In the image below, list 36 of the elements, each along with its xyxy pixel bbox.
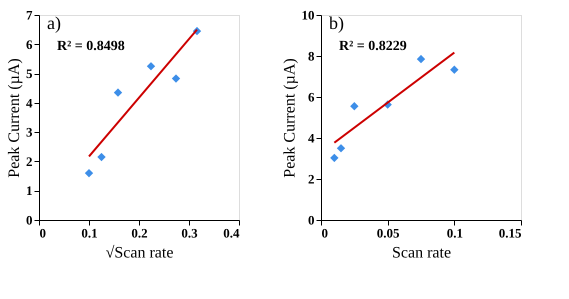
- y-tick-label: 4: [308, 130, 315, 146]
- x-tick-label: 0: [40, 226, 46, 240]
- y-tick-label: 0: [26, 212, 32, 228]
- y-tick-label: 7: [26, 8, 33, 22]
- y-tick-label: 1: [26, 183, 32, 198]
- x-axis-title: √Scan rate: [106, 244, 174, 262]
- y-tick-label: 4: [26, 95, 33, 110]
- x-tick-label: 0.05: [376, 226, 400, 240]
- point: [172, 74, 180, 83]
- x-tick-label: 0.4: [223, 226, 240, 240]
- chart-title: a): [47, 13, 61, 33]
- y-tick-label: 8: [308, 48, 315, 64]
- y-axis-title: Peak Current (µA): [6, 58, 23, 178]
- y-tick-label: 2: [308, 172, 314, 186]
- chart-title: b): [329, 13, 344, 33]
- annotation: R² = 0.8229: [339, 39, 407, 54]
- point: [146, 62, 156, 70]
- y-tick-label: 0: [308, 212, 314, 228]
- x-tick-label: 0.1: [446, 226, 463, 240]
- x-axis-title: Scan rate: [392, 244, 452, 262]
- y-tick-label: 3: [26, 124, 33, 140]
- x-tick-label: 0.1: [81, 226, 98, 240]
- annotation: R² = 0.8498: [57, 39, 125, 54]
- y-tick-label: 5: [26, 66, 33, 82]
- x-tick-label: 0.15: [498, 226, 522, 240]
- x-tick-label: 0.2: [131, 226, 148, 240]
- point: [84, 168, 94, 178]
- x-tick-label: 0.3: [181, 226, 198, 240]
- point: [97, 152, 106, 162]
- y-tick-label: 6: [308, 90, 315, 104]
- x-tick-label: 0: [322, 226, 328, 240]
- y-axis-title: Peak Current (µA): [282, 58, 298, 178]
- y-tick-label: 10: [302, 8, 314, 22]
- y-tick-label: 6: [26, 36, 33, 52]
- y-tick-label: 2: [26, 154, 32, 169]
- point: [114, 88, 122, 97]
